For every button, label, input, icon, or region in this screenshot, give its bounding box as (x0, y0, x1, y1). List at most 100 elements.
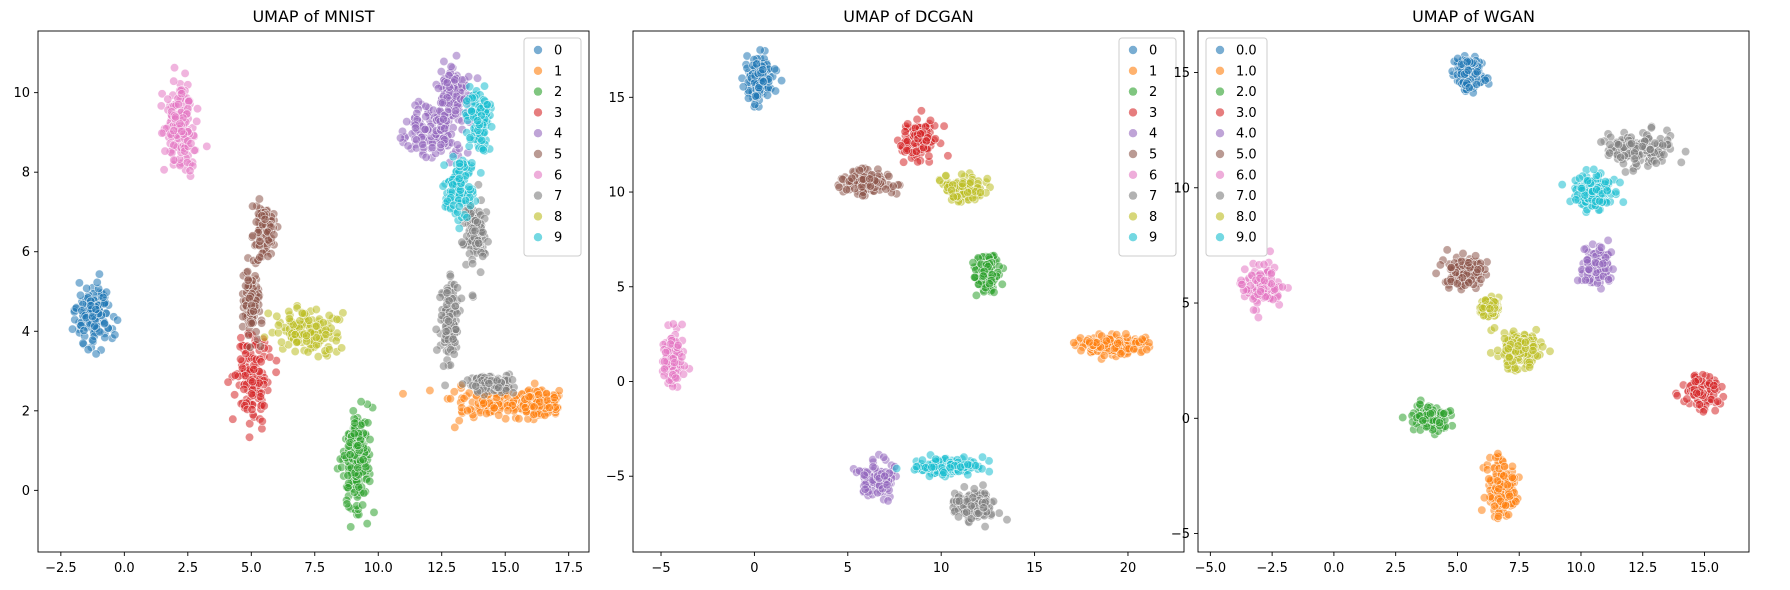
series-4.0 (1573, 235, 1618, 294)
scatter-point (939, 121, 949, 131)
scatter-point (439, 124, 449, 134)
scatter-point (450, 75, 460, 85)
scatter-point (448, 334, 458, 344)
series-0 (68, 269, 123, 359)
scatter-point (452, 140, 462, 150)
scatter-point (834, 182, 844, 192)
scatter-point (1439, 409, 1449, 419)
scatter-point (1142, 345, 1152, 355)
scatter-point (678, 369, 688, 379)
scatter-point (1646, 123, 1656, 133)
scatter-point (248, 377, 258, 387)
y-tick-label: 10 (13, 86, 30, 101)
scatter-point (494, 383, 504, 393)
legend-marker (533, 212, 543, 221)
scatter-point (303, 347, 313, 357)
legend-label: 9 (554, 231, 562, 246)
scatter-point (520, 403, 530, 413)
scatter-point (997, 279, 1007, 289)
scatter-point (459, 393, 469, 403)
scatter-point (963, 188, 973, 198)
scatter-point (750, 100, 760, 110)
scatter-point (1492, 476, 1502, 486)
scatter-point (980, 522, 990, 532)
scatter-point (192, 116, 202, 126)
scatter-point (917, 455, 927, 465)
scatter-point (549, 393, 559, 403)
scatter-point (939, 468, 949, 478)
scatter-point (1627, 139, 1637, 149)
scatter-point (350, 418, 360, 428)
series-2 (333, 397, 379, 532)
series-8.0 (1475, 291, 1555, 376)
scatter-point (1249, 305, 1259, 315)
x-tick-label: 10.0 (364, 561, 393, 576)
scatter-point (247, 389, 257, 399)
scatter-point (436, 140, 446, 150)
x-tick-label: 7.5 (304, 561, 325, 576)
scatter-point (1651, 158, 1661, 168)
scatter-point (445, 271, 455, 281)
scatter-point (1573, 275, 1583, 285)
scatter-point (245, 419, 255, 429)
y-tick-label: 0 (617, 375, 625, 390)
scatter-point (984, 279, 994, 289)
scatter-point (847, 173, 857, 183)
chart-panel-1: UMAP of MNIST−2.5 0.0 2.5 5.0 7.5 10.0 12.5 15.… (13, 7, 590, 576)
scatter-point (476, 267, 486, 277)
scatter-point (1504, 353, 1514, 363)
scatter-point (448, 180, 458, 190)
scatter-point (452, 283, 462, 293)
legend-marker (1128, 108, 1138, 117)
scatter-point (1418, 416, 1428, 426)
scatter-point (758, 65, 768, 75)
scatter-point (935, 176, 945, 186)
y-tick-label: 5 (617, 280, 625, 295)
scatter-point (978, 271, 988, 281)
scatter-point (113, 315, 123, 325)
scatter-point (1658, 140, 1668, 150)
scatter-point (1435, 418, 1445, 428)
scatter-point (439, 361, 449, 371)
scatter-point (157, 128, 167, 138)
scatter-point (958, 179, 968, 189)
scatter-point (248, 306, 258, 316)
scatter-point (290, 330, 300, 340)
scatter-point (365, 476, 375, 486)
scatter-point (1676, 157, 1686, 167)
scatter-point (1398, 412, 1408, 422)
scatter-point (1484, 474, 1494, 484)
scatter-point (1237, 279, 1247, 289)
chart-panel-3: UMAP of WGAN−5.0 −2.5 0.0 2.5 5.0 7.5 10.0 12.5… (1171, 7, 1750, 576)
scatter-point (1584, 264, 1594, 274)
scatter-point (1084, 337, 1094, 347)
legend-marker (533, 129, 543, 138)
scatter-point (842, 185, 852, 195)
scatter-point (260, 214, 270, 224)
scatter-point (1695, 400, 1705, 410)
scatter-point (913, 157, 923, 167)
scatter-point (1431, 268, 1441, 278)
scatter-point (1464, 258, 1474, 268)
scatter-point (240, 370, 250, 380)
scatter-point (484, 378, 494, 388)
scatter-point (110, 330, 120, 340)
scatter-point (1253, 312, 1263, 322)
scatter-point (959, 482, 969, 492)
scatter-point (1473, 265, 1483, 275)
scatter-point (91, 349, 101, 359)
legend-label: 0 (1149, 44, 1157, 59)
scatter-point (403, 141, 413, 151)
scatter-point (465, 133, 475, 143)
scatter-point (470, 226, 480, 236)
scatter-point (156, 101, 166, 111)
scatter-point (180, 68, 190, 78)
scatter-point (263, 308, 273, 318)
scatter-point (971, 290, 981, 300)
scatter-point (321, 330, 331, 340)
scatter-point (441, 326, 451, 336)
scatter-point (359, 488, 369, 498)
x-tick-label: −2.5 (45, 561, 77, 576)
scatter-point (1463, 65, 1473, 75)
